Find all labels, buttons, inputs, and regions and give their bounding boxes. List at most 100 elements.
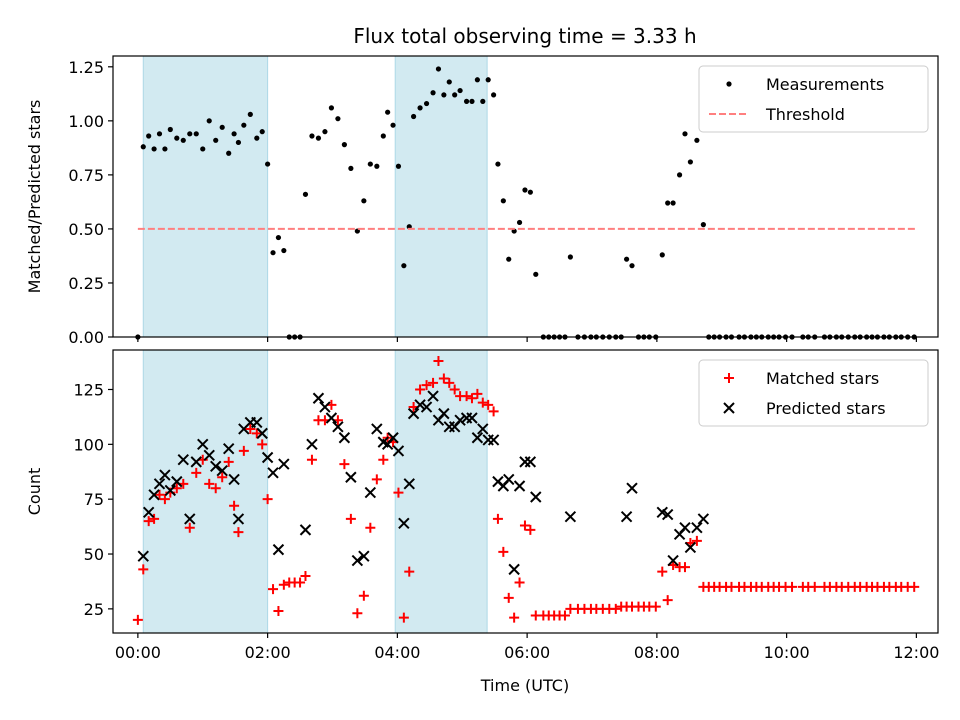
predicted-star-point xyxy=(438,407,450,420)
measurement-point xyxy=(174,135,180,141)
predicted-star-point xyxy=(177,453,189,466)
measurement-point xyxy=(446,79,452,85)
observing-window xyxy=(142,55,269,338)
measurement-point xyxy=(281,247,287,254)
predicted-star-point xyxy=(679,521,691,534)
matched-star-point xyxy=(300,570,311,581)
measurement-point xyxy=(567,254,573,260)
measurement-point xyxy=(700,222,706,228)
predicted-star-point xyxy=(407,407,420,420)
measurement-point xyxy=(241,122,247,128)
measurement-point xyxy=(231,131,237,137)
measurement-point xyxy=(495,161,501,167)
measurement-point xyxy=(200,146,206,152)
predicted-star-point xyxy=(358,550,370,562)
matched-star-point xyxy=(503,592,514,603)
predicted-star-point xyxy=(228,473,240,486)
predicted-star-point xyxy=(691,521,703,534)
predicted-star-point xyxy=(697,513,710,525)
measurement-point xyxy=(275,234,282,241)
predicted-star-point xyxy=(306,438,318,451)
measurement-point xyxy=(522,187,528,193)
matched-star-point xyxy=(371,474,382,485)
predicted-star-point xyxy=(471,432,484,444)
x-tick-label: 02:00 xyxy=(245,643,291,662)
matched-star-point xyxy=(345,513,356,524)
measurement-point xyxy=(180,137,186,143)
matched-star-point xyxy=(610,603,621,614)
predicted-star-point xyxy=(190,456,202,468)
measurement-point xyxy=(322,129,328,135)
predicted-star-point xyxy=(364,486,377,499)
matched-star-point xyxy=(525,524,536,535)
predicted-star-point xyxy=(332,421,344,433)
matched-star-point xyxy=(273,606,284,617)
predicted-star-point xyxy=(251,416,263,429)
matched-star-point xyxy=(679,562,690,573)
predicted-star-point xyxy=(387,432,399,444)
predicted-star-point xyxy=(487,434,500,446)
predicted-star-point xyxy=(466,412,478,424)
matched-star-point xyxy=(461,391,472,402)
measurement-point xyxy=(410,113,417,120)
measurement-point xyxy=(193,131,199,137)
measurement-point xyxy=(506,256,512,262)
legend: Measurements Threshold xyxy=(698,65,929,133)
measurement-point xyxy=(480,98,486,104)
predicted-star-point xyxy=(210,460,222,472)
predicted-star-point xyxy=(661,508,674,521)
y-tick-label: 0.25 xyxy=(68,274,104,293)
measurement-point xyxy=(302,191,309,197)
measurement-point xyxy=(665,200,671,206)
predicted-star-point xyxy=(345,471,357,483)
measurement-point xyxy=(623,256,630,262)
matched-star-point xyxy=(393,487,404,498)
x-tick-label: 00:00 xyxy=(115,643,161,662)
predicted-star-point xyxy=(684,541,697,554)
predicted-star-point xyxy=(159,469,171,481)
predicted-star-point xyxy=(312,392,325,404)
observing-window xyxy=(142,349,269,634)
matched-star-point xyxy=(204,478,215,489)
y-axis-label: Matched/Predicted stars xyxy=(25,100,44,294)
y-tick-label: 25 xyxy=(84,600,104,619)
measurement-point xyxy=(527,189,533,195)
measurement-point xyxy=(361,198,367,204)
predicted-star-point xyxy=(232,513,245,525)
measurement-point xyxy=(629,263,635,269)
matched-star-point xyxy=(477,397,488,408)
predicted-star-point xyxy=(530,491,542,503)
y-tick-label: 1.25 xyxy=(68,58,104,77)
predicted-star-point xyxy=(620,511,633,523)
predicted-star-point xyxy=(153,478,166,490)
legend-box xyxy=(698,359,929,427)
predicted-star-point xyxy=(513,480,526,492)
matched-star-point xyxy=(233,527,244,538)
matched-star-point xyxy=(449,384,460,395)
y-tick-label: 125 xyxy=(73,380,104,399)
matched-star-point xyxy=(159,494,170,505)
predicted-star-point xyxy=(454,414,466,426)
measurement-point xyxy=(423,100,430,107)
measurement-point xyxy=(187,131,193,137)
predicted-star-point xyxy=(398,517,410,530)
measurement-point xyxy=(457,87,463,94)
predicted-star-point xyxy=(564,511,577,523)
measurement-point xyxy=(328,105,335,111)
matched-star-point xyxy=(154,489,165,500)
matched-star-point xyxy=(257,439,268,450)
predicted-star-point xyxy=(216,464,228,477)
matched-star-point xyxy=(415,384,426,395)
predicted-star-point xyxy=(197,438,209,451)
legend-label: Predicted stars xyxy=(766,399,886,418)
matched-star-point xyxy=(492,513,503,524)
matched-star-point xyxy=(650,601,661,612)
matched-star-point xyxy=(262,494,273,505)
measurement-point xyxy=(676,172,683,178)
predicted-star-point xyxy=(203,449,215,462)
predicted-star-point xyxy=(420,401,433,413)
predicted-star-point xyxy=(524,456,537,468)
matched-star-point xyxy=(509,612,520,623)
observing-window xyxy=(394,55,488,338)
y-tick-label: 75 xyxy=(84,490,104,509)
